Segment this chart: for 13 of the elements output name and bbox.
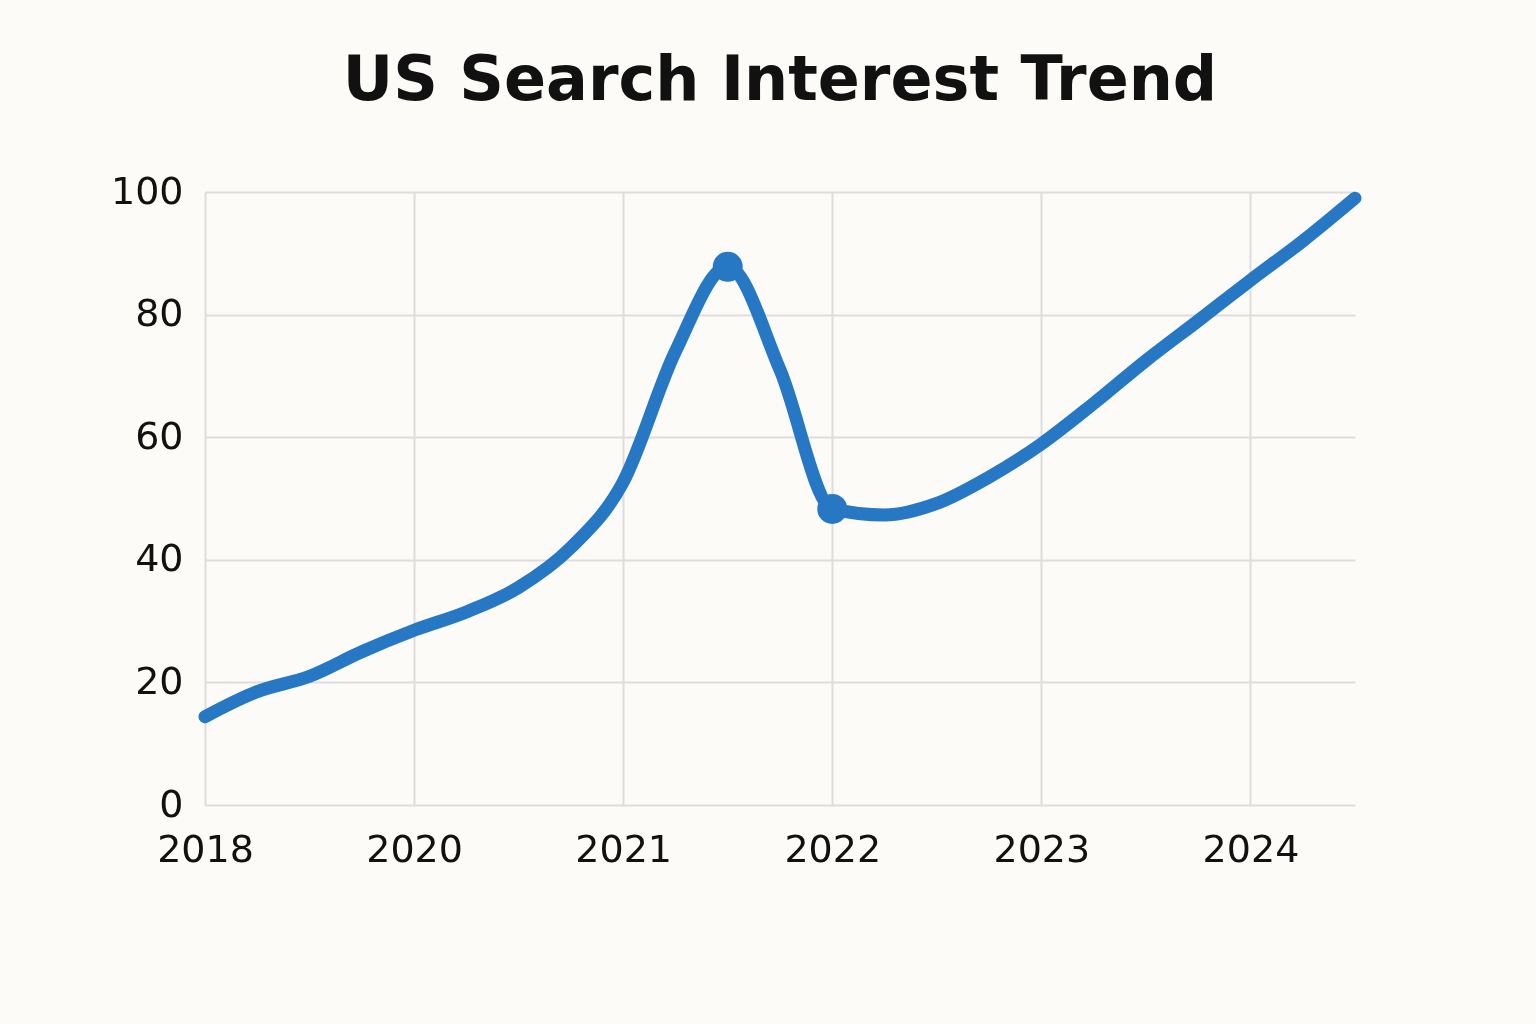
- x-tick-label: 2024: [1202, 826, 1300, 871]
- y-tick-label: 0: [159, 781, 184, 826]
- x-tick-label: 2018: [157, 826, 254, 871]
- y-tick-label: 80: [135, 291, 184, 336]
- y-tick-label: 60: [135, 413, 184, 458]
- x-tick-label: 2023: [993, 826, 1091, 871]
- y-tick-label: 40: [135, 536, 184, 581]
- x-tick-label: 2022: [784, 826, 882, 871]
- y-tick-label: 100: [110, 168, 184, 213]
- chart-title: US Search Interest Trend: [342, 42, 1218, 115]
- x-tick-label: 2020: [366, 826, 463, 871]
- y-tick-label: 20: [135, 658, 184, 703]
- x-tick-label: 2021: [575, 826, 673, 871]
